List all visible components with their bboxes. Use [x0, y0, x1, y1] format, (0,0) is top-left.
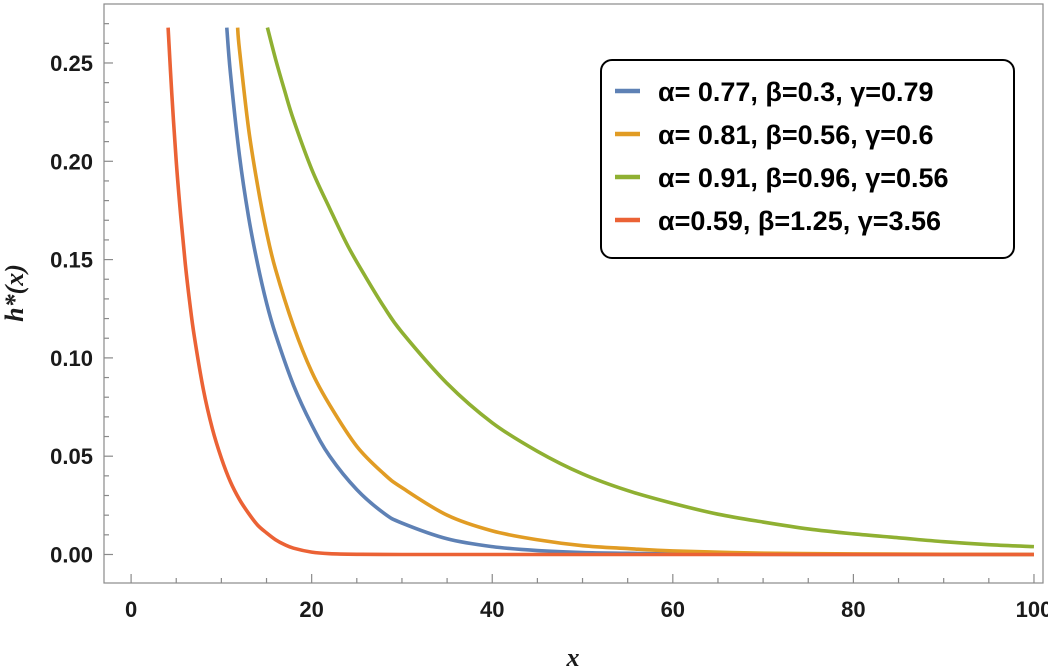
- y-tick-label: 0.20: [50, 149, 93, 174]
- x-tick-label: 80: [841, 597, 865, 622]
- x-tick-label: 60: [661, 597, 685, 622]
- y-tick-label: 0.00: [50, 542, 93, 567]
- legend-label-3: α= 0.91, β=0.96, γ=0.56: [658, 163, 949, 193]
- y-axis-tick-labels: 0.00 0.05 0.10 0.15 0.20 0.25: [50, 51, 93, 568]
- series-lines: [166, 27, 1035, 557]
- x-axis-ticks: [130, 574, 1035, 583]
- x-tick-label: 0: [125, 597, 137, 622]
- x-axis-title: x: [566, 643, 580, 669]
- y-tick-label: 0.15: [50, 248, 93, 273]
- y-tick-label: 0.05: [50, 444, 93, 469]
- plot-frame: [103, 3, 1044, 584]
- x-tick-label: 20: [299, 597, 323, 622]
- y-tick-label: 0.25: [50, 51, 93, 76]
- x-tick-label: 40: [480, 597, 504, 622]
- series-line-4: [166, 27, 1034, 557]
- legend-label-1: α= 0.77, β=0.3, γ=0.79: [658, 77, 934, 107]
- x-tick-label: 100: [1016, 597, 1048, 622]
- series-line-3: [265, 27, 1035, 549]
- x-axis-tick-labels: 0 20 40 60 80 100: [125, 597, 1048, 622]
- legend-label-2: α= 0.81, β=0.56, γ=0.6: [658, 120, 934, 150]
- legend-label-4: α=0.59, β=1.25, γ=3.56: [658, 206, 941, 236]
- y-tick-label: 0.10: [50, 346, 93, 371]
- legend-box: [600, 59, 1015, 259]
- y-axis-title: h*(x): [0, 264, 29, 322]
- legend: α= 0.77, β=0.3, γ=0.79 α= 0.81, β=0.56, γ…: [600, 59, 1015, 259]
- y-axis-ticks: [104, 23, 113, 556]
